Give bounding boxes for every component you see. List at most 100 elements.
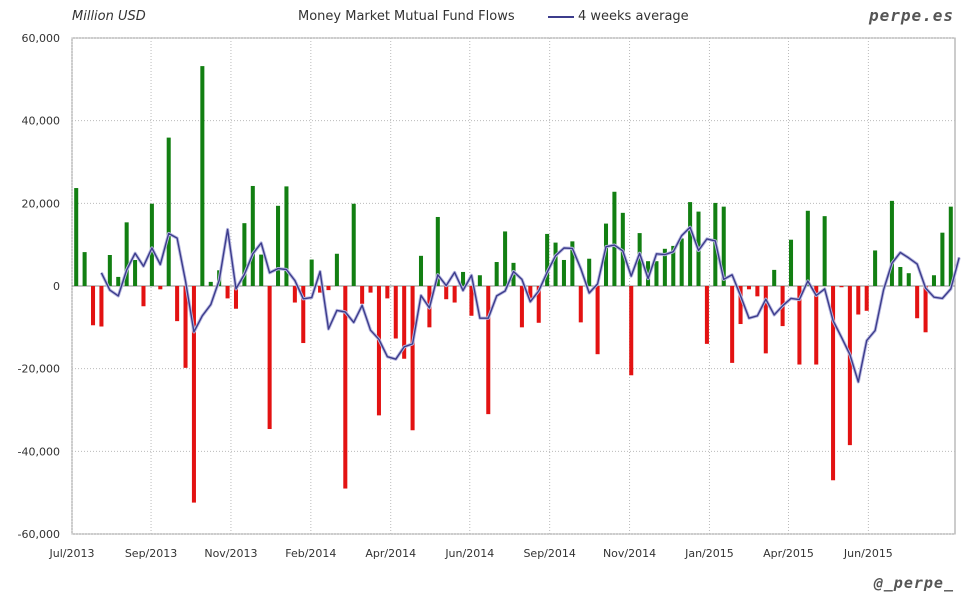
bar-inflow: [889, 200, 894, 286]
bar-outflow: [393, 286, 398, 339]
bar-outflow: [746, 286, 751, 290]
bar-outflow: [797, 286, 802, 365]
bar-outflow: [730, 286, 735, 363]
x-tick-label: Sep/2013: [125, 547, 177, 560]
y-tick-label: 40,000: [22, 115, 61, 128]
bar-inflow: [654, 261, 659, 286]
bar-outflow: [536, 286, 541, 323]
y-tick-label: 0: [53, 280, 60, 293]
bar-outflow: [99, 286, 104, 327]
bar-outflow: [469, 286, 474, 316]
bar-inflow: [570, 241, 575, 286]
bar-inflow: [208, 281, 213, 286]
bar-outflow: [402, 286, 407, 359]
legend-label: 4 weeks average: [578, 9, 689, 24]
bar-inflow: [334, 253, 339, 286]
bar-inflow: [276, 205, 281, 286]
bar-inflow: [461, 271, 466, 286]
bar-outflow: [376, 286, 381, 416]
y-axis-title: Million USD: [72, 9, 146, 24]
x-tick-label: Feb/2014: [285, 547, 336, 560]
bar-inflow: [788, 239, 794, 286]
bar-outflow: [923, 286, 928, 333]
x-tick-label: Nov/2014: [603, 547, 656, 560]
bar-outflow: [452, 286, 457, 303]
bar-outflow: [410, 286, 415, 431]
bar-inflow: [166, 137, 171, 286]
bar-inflow: [545, 233, 550, 286]
bar-outflow: [814, 286, 819, 365]
bar-outflow: [864, 286, 869, 311]
bar-outflow: [318, 286, 323, 293]
bar-inflow: [721, 206, 726, 286]
bar-outflow: [763, 286, 768, 354]
bar-inflow: [772, 269, 777, 286]
x-tick-label: Jun/2015: [843, 547, 893, 560]
bar-inflow: [351, 203, 356, 286]
bar-inflow: [149, 203, 154, 286]
bar-outflow: [755, 286, 760, 297]
bar-inflow: [74, 188, 79, 286]
bar-inflow: [671, 245, 676, 286]
bar-inflow: [242, 223, 247, 286]
bar-outflow: [141, 286, 146, 307]
average-line: [100, 226, 960, 383]
x-tick-label: Apr/2014: [365, 547, 416, 560]
bar-inflow: [82, 252, 87, 286]
bar-inflow: [873, 250, 878, 286]
bar-inflow: [494, 262, 499, 286]
bar-outflow: [233, 286, 239, 309]
bar-outflow: [578, 286, 583, 323]
twitter-handle: @_perpe_: [873, 574, 954, 592]
bar-outflow: [326, 286, 331, 291]
bar-outflow: [267, 286, 272, 430]
bar-inflow: [679, 238, 684, 286]
bar-inflow: [124, 222, 129, 286]
bar-inflow: [612, 191, 617, 286]
x-tick-label: Jul/2013: [49, 547, 95, 560]
bar-inflow: [940, 232, 945, 286]
bar-inflow: [418, 255, 424, 286]
bar-outflow: [839, 286, 844, 288]
y-tick-label: -60,000: [18, 528, 60, 541]
bar-inflow: [948, 206, 953, 286]
x-tick-label: Nov/2013: [204, 547, 257, 560]
bar-outflow: [301, 286, 306, 344]
bar-outflow: [343, 286, 348, 489]
bar-outflow: [360, 286, 365, 304]
bar-outflow: [158, 286, 163, 290]
bar-inflow: [435, 216, 440, 286]
bar-inflow: [553, 242, 558, 286]
bar-inflow: [906, 273, 911, 286]
bar-outflow: [368, 286, 373, 293]
y-tick-label: 60,000: [22, 32, 61, 45]
bar-outflow: [738, 286, 743, 325]
bar-inflow: [309, 259, 314, 286]
x-tick-label: Sep/2014: [523, 547, 575, 560]
y-tick-label: 20,000: [22, 197, 61, 210]
bar-outflow: [385, 286, 390, 299]
bar-outflow: [831, 286, 836, 481]
bar-outflow: [519, 286, 524, 328]
brand-logo: perpe.es: [868, 6, 954, 25]
bar-inflow: [805, 210, 810, 286]
chart-title: Money Market Mutual Fund Flows: [298, 9, 515, 24]
bar-inflow: [107, 255, 112, 286]
bar-outflow: [444, 286, 449, 300]
bar-outflow: [528, 286, 533, 299]
bar-inflow: [259, 254, 264, 286]
y-tick-label: -20,000: [18, 363, 60, 376]
bar-outflow: [629, 286, 634, 376]
bar-inflow: [477, 275, 482, 286]
bar-inflow: [587, 258, 592, 286]
x-tick-label: Jan/2015: [684, 547, 734, 560]
bar-inflow: [603, 223, 609, 286]
bar-outflow: [175, 286, 180, 322]
x-tick-label: Jun/2014: [444, 547, 494, 560]
bar-outflow: [856, 286, 861, 315]
y-tick-label: -40,000: [18, 445, 60, 458]
bar-outflow: [191, 286, 196, 503]
bar-inflow: [822, 216, 827, 286]
bar-inflow: [116, 276, 121, 286]
